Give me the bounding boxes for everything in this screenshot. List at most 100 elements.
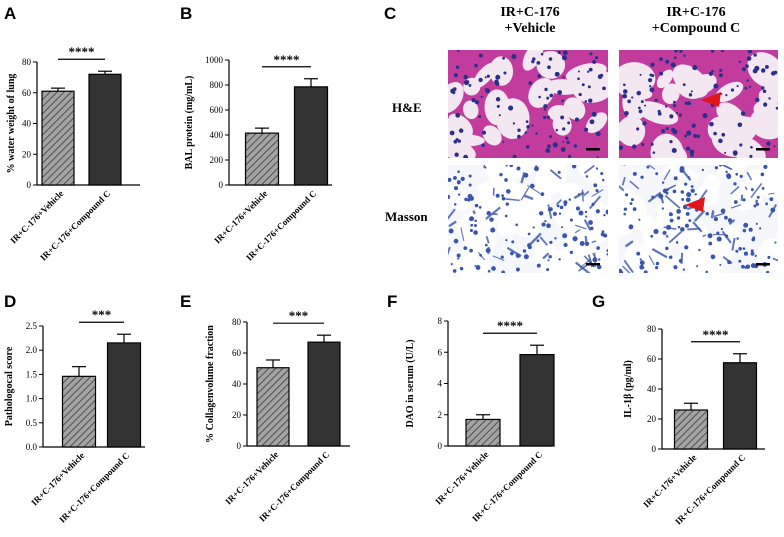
nucleus xyxy=(688,93,693,97)
y-tick-label: 20 xyxy=(22,149,32,159)
nucleus xyxy=(632,144,637,149)
nucleus xyxy=(549,93,554,98)
nucleus xyxy=(733,151,738,156)
nucleus xyxy=(698,248,701,252)
nucleus xyxy=(675,241,679,244)
nucleus xyxy=(709,121,714,127)
septum xyxy=(750,182,763,199)
nucleus xyxy=(558,212,562,215)
y-tick-label: 1000 xyxy=(205,55,224,65)
nucleus xyxy=(592,257,598,263)
nucleus xyxy=(736,237,739,240)
nucleus xyxy=(595,131,601,137)
nucleus xyxy=(668,255,673,260)
septum xyxy=(448,208,456,220)
nucleus xyxy=(750,263,756,268)
y-tick-label: 0 xyxy=(27,180,32,190)
nucleus xyxy=(743,251,749,256)
nucleus xyxy=(749,154,753,158)
scale-bar xyxy=(586,263,600,266)
septum xyxy=(539,236,548,246)
nucleus xyxy=(738,259,742,263)
septum xyxy=(651,247,668,259)
nucleus xyxy=(588,98,593,103)
septum xyxy=(668,230,683,244)
nucleus xyxy=(761,86,765,90)
nucleus xyxy=(638,218,641,221)
nucleus xyxy=(506,189,511,194)
nucleus xyxy=(559,205,564,210)
alveolus xyxy=(679,236,713,269)
septum xyxy=(573,191,585,200)
category-label: IR+C-176+Vehicle xyxy=(212,188,269,245)
nucleus xyxy=(481,130,487,135)
nucleus xyxy=(577,70,580,73)
alveolus xyxy=(619,62,656,95)
alveolus xyxy=(636,245,672,271)
alveolus xyxy=(716,165,748,180)
nucleus xyxy=(595,209,600,214)
nucleus xyxy=(495,81,500,86)
nucleus xyxy=(536,263,541,268)
nucleus xyxy=(745,64,749,69)
alveolus xyxy=(495,98,530,140)
nucleus xyxy=(584,100,588,103)
nucleus xyxy=(531,124,534,127)
nucleus xyxy=(631,96,634,99)
nucleus xyxy=(595,189,599,193)
alveolus xyxy=(545,79,582,95)
nucleus xyxy=(480,95,483,98)
nucleus xyxy=(596,246,600,250)
nucleus xyxy=(566,140,570,145)
nucleus xyxy=(639,258,642,261)
nucleus xyxy=(670,62,676,68)
septum xyxy=(583,219,592,231)
nucleus xyxy=(563,200,568,205)
nucleus xyxy=(558,258,561,261)
alveolus xyxy=(652,137,677,158)
nucleus xyxy=(554,71,560,77)
septum xyxy=(623,259,634,273)
alveolus xyxy=(756,165,778,192)
nucleus xyxy=(549,240,553,245)
nucleus xyxy=(684,134,688,138)
nucleus xyxy=(720,50,725,53)
nucleus xyxy=(522,249,527,253)
nucleus xyxy=(753,53,757,57)
nucleus xyxy=(721,132,726,137)
nucleus xyxy=(579,240,585,246)
category-label: IR+C-176+Vehicle xyxy=(641,452,698,509)
significance-marker: **** xyxy=(69,44,95,59)
nucleus xyxy=(510,251,514,256)
nucleus xyxy=(720,227,724,231)
nucleus xyxy=(744,86,748,90)
nucleus xyxy=(511,54,517,60)
nucleus xyxy=(719,263,722,266)
significance-marker: **** xyxy=(703,327,729,342)
nucleus xyxy=(769,197,774,202)
nucleus xyxy=(515,267,520,272)
nucleus xyxy=(651,74,655,78)
nucleus xyxy=(537,74,542,78)
nucleus xyxy=(593,183,598,188)
nucleus xyxy=(746,79,749,82)
nucleus xyxy=(562,127,566,131)
nucleus xyxy=(563,203,567,207)
nucleus xyxy=(740,111,746,116)
alveolus xyxy=(619,119,644,142)
nucleus xyxy=(694,193,697,196)
nucleus xyxy=(774,241,777,244)
nucleus xyxy=(773,145,776,148)
nucleus xyxy=(572,236,578,242)
nucleus xyxy=(687,176,690,179)
nucleus xyxy=(591,111,597,117)
nucleus xyxy=(696,134,701,139)
red-arrowhead-icon xyxy=(701,92,721,107)
nucleus xyxy=(525,145,530,149)
nucleus xyxy=(508,105,514,111)
nucleus xyxy=(738,246,742,251)
nucleus xyxy=(736,85,739,88)
nucleus xyxy=(650,142,654,146)
